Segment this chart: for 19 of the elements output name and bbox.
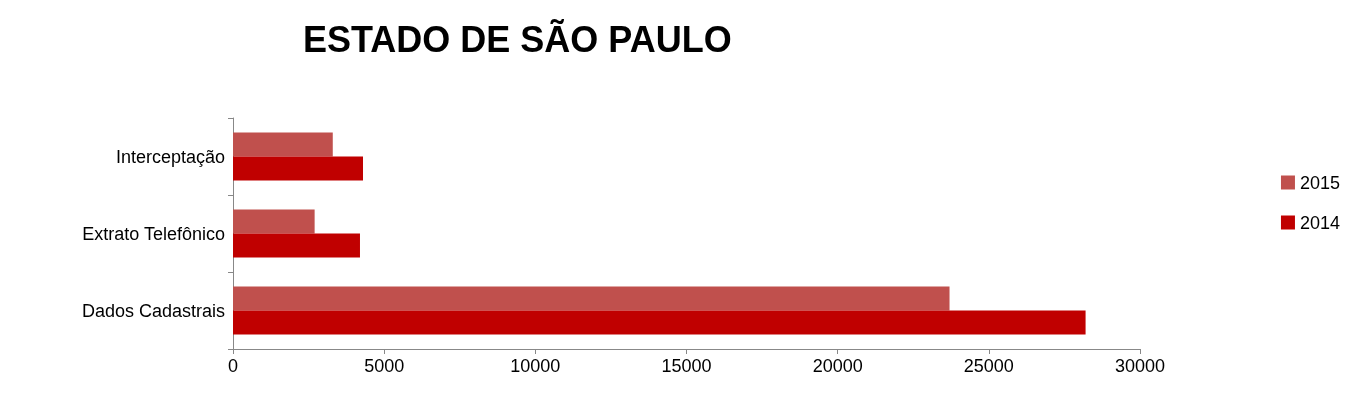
legend-label: 2014 xyxy=(1299,212,1340,233)
bar xyxy=(233,310,1086,335)
x-tick-label: 15000 xyxy=(661,356,712,376)
bar xyxy=(233,286,950,311)
x-tick-label: 20000 xyxy=(812,356,863,376)
x-tick-label: 5000 xyxy=(364,356,405,376)
legend-label: 2015 xyxy=(1299,172,1340,193)
x-tick-label: 25000 xyxy=(963,356,1014,376)
x-tick-label: 10000 xyxy=(510,356,561,376)
bar xyxy=(233,233,360,258)
bar xyxy=(233,132,333,157)
x-tick-label: 0 xyxy=(227,356,239,376)
y-tick-label: Dados Cadastrais xyxy=(81,300,225,321)
bar xyxy=(233,156,363,181)
y-tick-label: Interceptação xyxy=(115,146,225,167)
chart-title: ESTADO DE SÃO PAULO xyxy=(303,17,732,60)
bar xyxy=(233,209,315,234)
y-tick-label: Extrato Telefônico xyxy=(82,223,225,244)
x-tick-label: 30000 xyxy=(1114,356,1166,376)
